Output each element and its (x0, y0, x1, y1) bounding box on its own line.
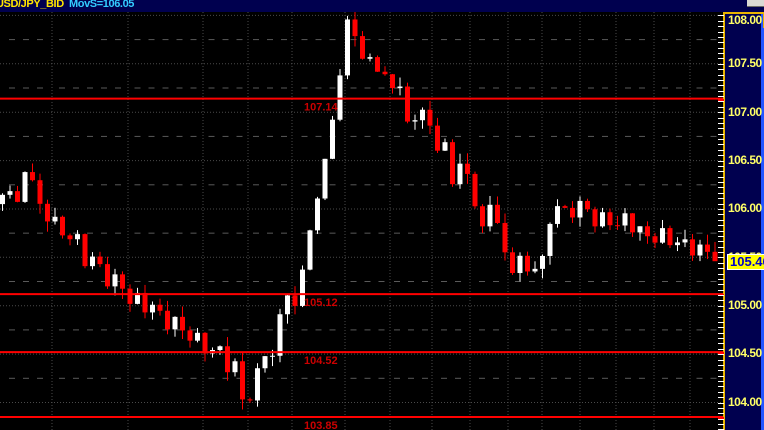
svg-text:104.52: 104.52 (304, 355, 338, 367)
svg-text:107.14: 107.14 (304, 102, 339, 114)
svg-text:105.12: 105.12 (304, 297, 338, 309)
svg-text:103.85: 103.85 (304, 420, 338, 430)
